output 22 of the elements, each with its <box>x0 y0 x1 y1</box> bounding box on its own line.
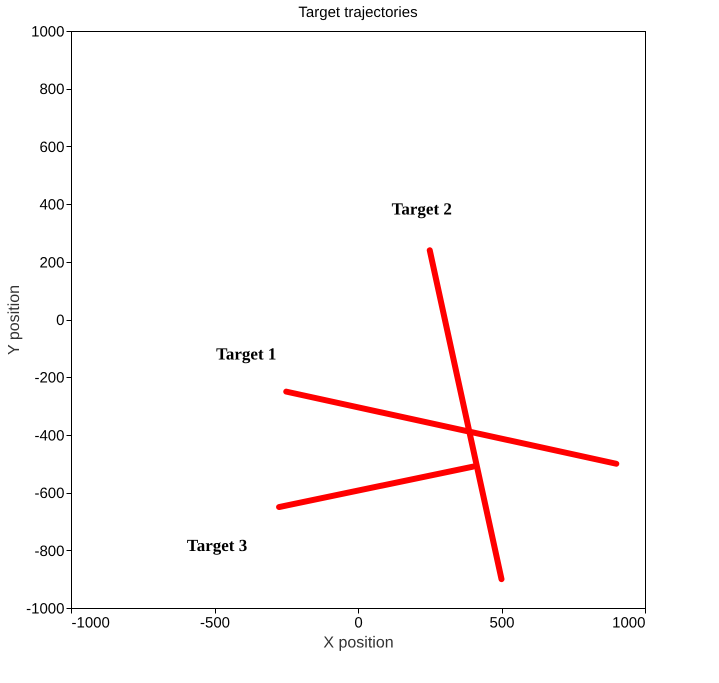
y-tick-label: 800 <box>39 81 64 98</box>
text: Target 3 <box>186 536 248 556</box>
y-tick-label: -800 <box>34 542 64 560</box>
x-tick-label: -1000 <box>72 614 110 632</box>
y-tick-label: -200 <box>34 370 64 387</box>
x-axis-title: X position <box>323 634 394 652</box>
y-tick-label: 1000 <box>31 24 64 40</box>
y-tick-label: 400 <box>39 196 64 214</box>
x-tick-label: 500 <box>489 614 515 632</box>
y-tick-label: 0 <box>56 312 64 329</box>
x-tick-label: 1000 <box>612 614 646 632</box>
y-tick-label: -1000 <box>26 600 64 618</box>
y-tick-label: -600 <box>34 485 64 502</box>
y-tick-label: 200 <box>39 254 64 272</box>
y-tick-label: -400 <box>34 427 64 444</box>
x-tick-label: -500 <box>200 614 230 632</box>
x-tick-label: 0 <box>354 614 363 632</box>
text: Target 2 <box>392 199 452 218</box>
chart-title: Target trajectories <box>298 4 418 21</box>
y-tick-label: 600 <box>39 138 64 156</box>
y-axis-title: Y position <box>6 285 24 355</box>
series-label: Target 1 <box>216 344 276 364</box>
